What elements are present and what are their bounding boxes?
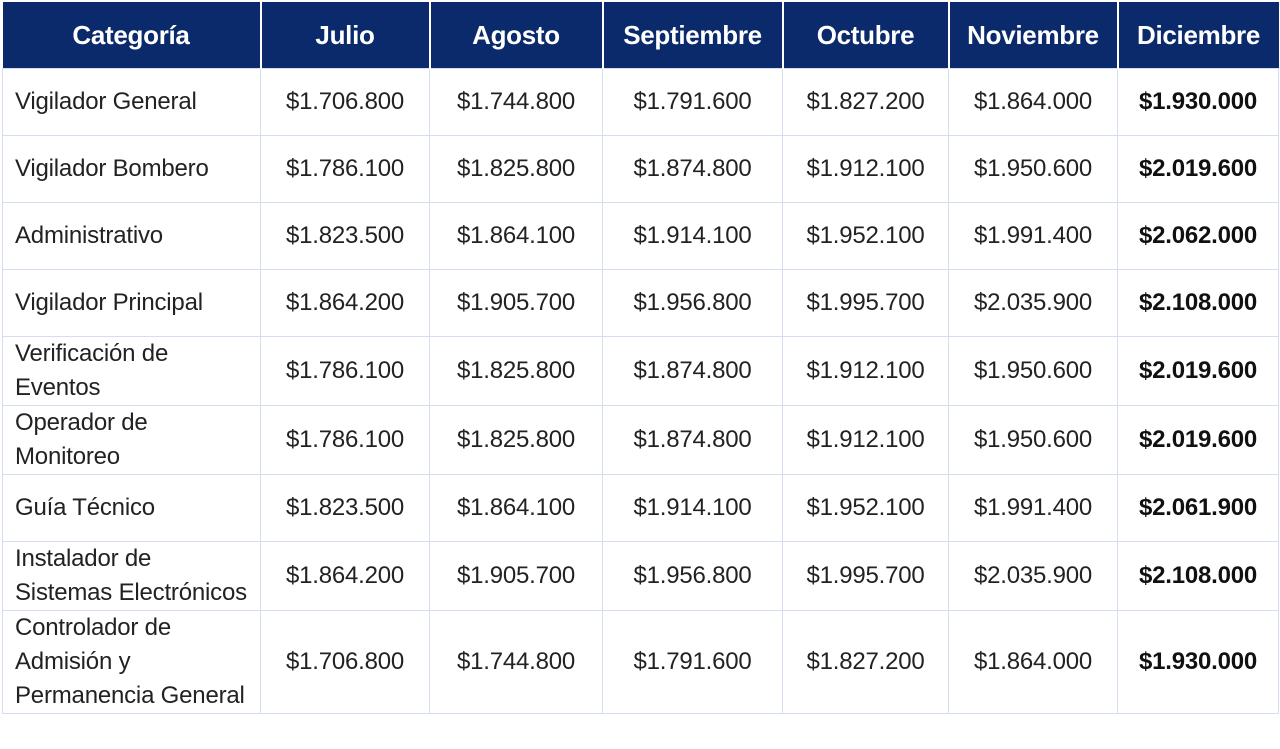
table-row: Guía Técnico $1.823.500 $1.864.100 $1.91…	[2, 474, 1279, 542]
noviembre-cell: $1.950.600	[948, 135, 1118, 203]
julio-cell: $1.786.100	[260, 135, 430, 203]
agosto-cell: $1.744.800	[429, 610, 603, 714]
category-cell: Controlador de Admisión y Permanencia Ge…	[2, 610, 261, 714]
agosto-cell: $1.825.800	[429, 405, 603, 475]
septiembre-cell: $1.874.800	[602, 336, 783, 406]
septiembre-cell: $1.914.100	[602, 202, 783, 270]
julio-cell: $1.786.100	[260, 405, 430, 475]
agosto-cell: $1.864.100	[429, 474, 603, 542]
diciembre-cell: $2.019.600	[1117, 135, 1279, 203]
table-row: Instalador de Sistemas Electrónicos $1.8…	[2, 541, 1279, 611]
julio-cell: $1.706.800	[260, 68, 430, 136]
table-row: Vigilador General $1.706.800 $1.744.800 …	[2, 68, 1279, 136]
octubre-cell: $1.912.100	[782, 405, 949, 475]
diciembre-cell: $1.930.000	[1117, 610, 1279, 714]
octubre-cell: $1.952.100	[782, 202, 949, 270]
category-cell: Vigilador General	[2, 68, 261, 136]
noviembre-cell: $2.035.900	[948, 269, 1118, 337]
category-cell: Guía Técnico	[2, 474, 261, 542]
noviembre-cell: $2.035.900	[948, 541, 1118, 611]
diciembre-cell: $2.019.600	[1117, 405, 1279, 475]
diciembre-cell: $2.108.000	[1117, 269, 1279, 337]
category-cell: Vigilador Principal	[2, 269, 261, 337]
diciembre-cell: $1.930.000	[1117, 68, 1279, 136]
category-cell: Instalador de Sistemas Electrónicos	[2, 541, 261, 611]
noviembre-cell: $1.864.000	[948, 68, 1118, 136]
julio-cell: $1.823.500	[260, 474, 430, 542]
table-header-row: Categoría Julio Agosto Septiembre Octubr…	[2, 2, 1279, 69]
septiembre-cell: $1.791.600	[602, 68, 783, 136]
table-row: Administrativo $1.823.500 $1.864.100 $1.…	[2, 202, 1279, 270]
category-cell: Administrativo	[2, 202, 261, 270]
table-row: Controlador de Admisión y Permanencia Ge…	[2, 610, 1279, 714]
header-septiembre: Septiembre	[602, 2, 784, 69]
julio-cell: $1.864.200	[260, 269, 430, 337]
category-cell: Verificación de Eventos	[2, 336, 261, 406]
salary-table: Categoría Julio Agosto Septiembre Octubr…	[2, 2, 1279, 714]
header-octubre: Octubre	[782, 2, 950, 69]
noviembre-cell: $1.950.600	[948, 336, 1118, 406]
septiembre-cell: $1.874.800	[602, 405, 783, 475]
salary-table-container: Categoría Julio Agosto Septiembre Octubr…	[2, 2, 1279, 714]
noviembre-cell: $1.950.600	[948, 405, 1118, 475]
diciembre-cell: $2.062.000	[1117, 202, 1279, 270]
octubre-cell: $1.912.100	[782, 336, 949, 406]
agosto-cell: $1.825.800	[429, 135, 603, 203]
agosto-cell: $1.905.700	[429, 541, 603, 611]
septiembre-cell: $1.956.800	[602, 541, 783, 611]
table-row: Operador de Monitoreo $1.786.100 $1.825.…	[2, 405, 1279, 475]
noviembre-cell: $1.864.000	[948, 610, 1118, 714]
agosto-cell: $1.905.700	[429, 269, 603, 337]
julio-cell: $1.786.100	[260, 336, 430, 406]
julio-cell: $1.706.800	[260, 610, 430, 714]
category-cell: Operador de Monitoreo	[2, 405, 261, 475]
noviembre-cell: $1.991.400	[948, 474, 1118, 542]
septiembre-cell: $1.791.600	[602, 610, 783, 714]
agosto-cell: $1.825.800	[429, 336, 603, 406]
agosto-cell: $1.864.100	[429, 202, 603, 270]
category-cell: Vigilador Bombero	[2, 135, 261, 203]
noviembre-cell: $1.991.400	[948, 202, 1118, 270]
julio-cell: $1.823.500	[260, 202, 430, 270]
diciembre-cell: $2.061.900	[1117, 474, 1279, 542]
table-row: Vigilador Principal $1.864.200 $1.905.70…	[2, 269, 1279, 337]
octubre-cell: $1.827.200	[782, 68, 949, 136]
diciembre-cell: $2.108.000	[1117, 541, 1279, 611]
octubre-cell: $1.995.700	[782, 541, 949, 611]
octubre-cell: $1.912.100	[782, 135, 949, 203]
agosto-cell: $1.744.800	[429, 68, 603, 136]
table-row: Verificación de Eventos $1.786.100 $1.82…	[2, 336, 1279, 406]
header-julio: Julio	[260, 2, 431, 69]
octubre-cell: $1.995.700	[782, 269, 949, 337]
diciembre-cell: $2.019.600	[1117, 336, 1279, 406]
header-categoria: Categoría	[2, 2, 262, 69]
septiembre-cell: $1.956.800	[602, 269, 783, 337]
octubre-cell: $1.827.200	[782, 610, 949, 714]
header-agosto: Agosto	[429, 2, 604, 69]
header-diciembre: Diciembre	[1117, 2, 1279, 69]
header-noviembre: Noviembre	[948, 2, 1119, 69]
julio-cell: $1.864.200	[260, 541, 430, 611]
septiembre-cell: $1.914.100	[602, 474, 783, 542]
octubre-cell: $1.952.100	[782, 474, 949, 542]
table-row: Vigilador Bombero $1.786.100 $1.825.800 …	[2, 135, 1279, 203]
septiembre-cell: $1.874.800	[602, 135, 783, 203]
